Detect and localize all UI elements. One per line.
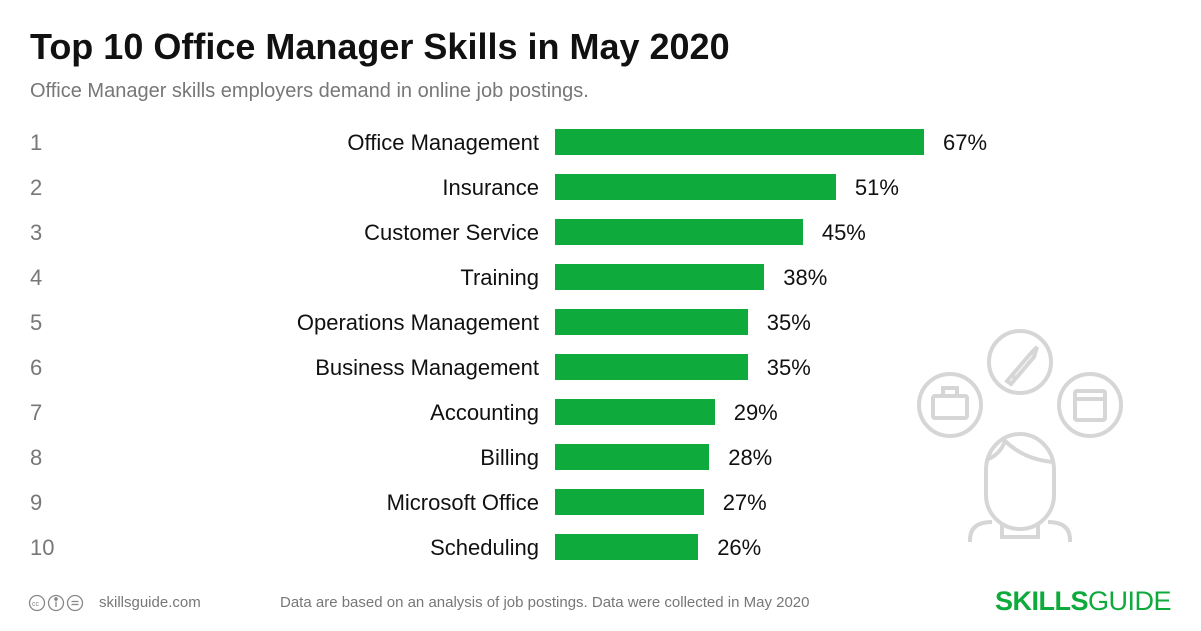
category-label: Billing xyxy=(480,445,539,470)
person-icon xyxy=(968,432,1072,542)
value-label: 27% xyxy=(722,490,767,515)
bar xyxy=(555,309,748,335)
bar xyxy=(555,399,715,425)
category-label: Insurance xyxy=(442,175,539,200)
chart-subtitle: Office Manager skills employers demand i… xyxy=(30,80,589,102)
bar xyxy=(555,264,765,290)
value-label: 38% xyxy=(783,265,828,290)
no-derivatives-icon xyxy=(66,594,84,612)
value-label: 26% xyxy=(717,535,762,560)
bar xyxy=(555,489,704,515)
value-label: 29% xyxy=(733,400,778,425)
rank-label: 9 xyxy=(30,490,43,515)
value-label: 51% xyxy=(854,175,899,200)
cc-icon: cc xyxy=(28,594,46,612)
category-label: Accounting xyxy=(430,400,539,425)
rank-label: 1 xyxy=(30,130,43,155)
category-label: Customer Service xyxy=(364,220,539,245)
pencil-icon xyxy=(987,329,1053,395)
value-label: 28% xyxy=(728,445,773,470)
category-label: Scheduling xyxy=(430,535,539,560)
attribution-icon xyxy=(47,594,65,612)
value-label: 35% xyxy=(766,310,811,335)
briefcase-icon xyxy=(917,372,983,438)
site-link[interactable]: skillsguide.com xyxy=(99,594,201,611)
browser-window-icon xyxy=(1057,372,1123,438)
category-label: Microsoft Office xyxy=(386,490,539,515)
rank-label: 4 xyxy=(30,265,43,290)
logo-rest: GUIDE xyxy=(1087,586,1172,616)
value-label: 45% xyxy=(821,220,866,245)
category-label: Training xyxy=(460,265,539,290)
logo-bold: SKILLS xyxy=(994,586,1089,616)
category-label: Business Management xyxy=(315,355,539,380)
rank-label: 10 xyxy=(30,535,55,560)
skillsguide-logo: SKILLSGUIDE xyxy=(994,586,1172,617)
bar xyxy=(555,129,924,155)
rank-label: 5 xyxy=(30,310,43,335)
rank-label: 8 xyxy=(30,445,43,470)
category-label: Office Management xyxy=(347,130,539,155)
rank-label: 3 xyxy=(30,220,43,245)
data-note: Data are based on an analysis of job pos… xyxy=(280,594,810,611)
value-label: 67% xyxy=(943,130,988,155)
value-label: 35% xyxy=(766,355,811,380)
license-icons: cc xyxy=(28,594,84,612)
bar xyxy=(555,174,836,200)
rank-label: 7 xyxy=(30,400,43,425)
bar xyxy=(555,534,699,560)
bar xyxy=(555,219,803,245)
bar xyxy=(555,354,748,380)
rank-label: 6 xyxy=(30,355,43,380)
chart-title: Top 10 Office Manager Skills in May 2020 xyxy=(30,26,730,67)
bar xyxy=(555,444,710,470)
svg-text:cc: cc xyxy=(32,601,40,608)
category-label: Operations Management xyxy=(296,310,539,335)
rank-label: 2 xyxy=(30,175,43,200)
